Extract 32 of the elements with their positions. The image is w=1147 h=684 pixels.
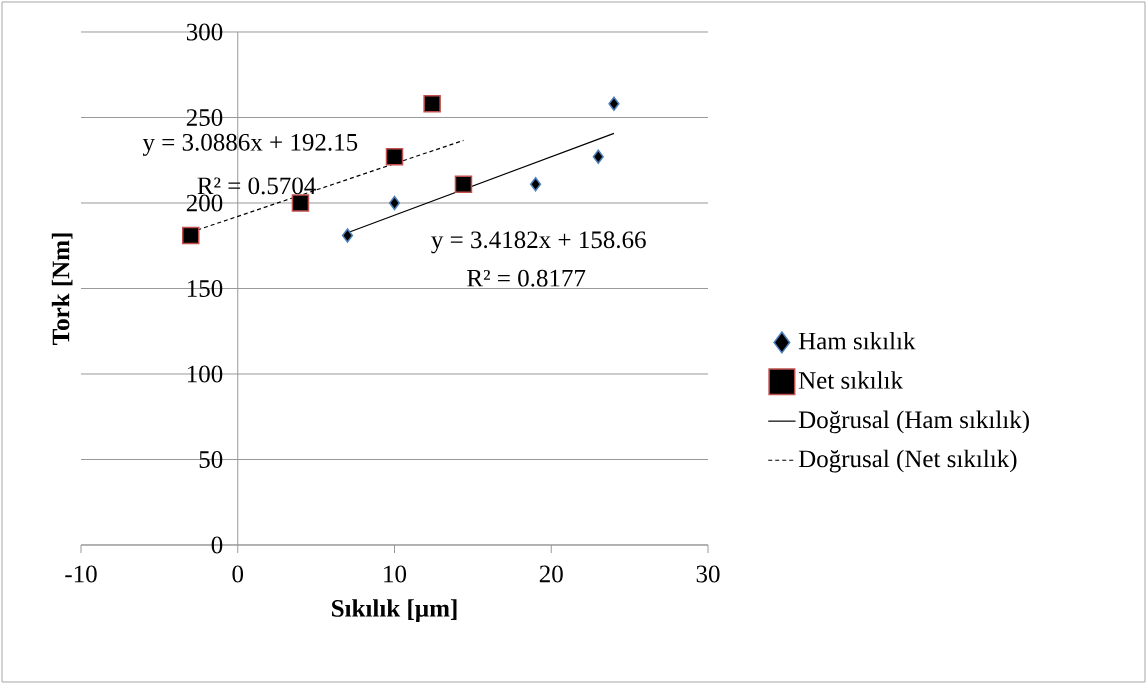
legend-label: Net sıkılık	[798, 371, 903, 389]
x-tick-label: 10	[384, 565, 407, 583]
point	[592, 149, 604, 165]
point	[181, 226, 200, 245]
y-tick-label: 200	[186, 194, 223, 212]
x-tick-label: 20	[539, 565, 563, 583]
y-tick-label: 100	[187, 365, 223, 383]
point	[608, 96, 620, 112]
point	[529, 176, 542, 192]
annotation: y = 3.4182x + 158.66	[431, 231, 646, 254]
legend-label: Doğrusal (Ham sıkılık)	[798, 410, 1029, 434]
y-axis-title: Tork [Nm]	[51, 233, 73, 345]
point	[454, 175, 473, 193]
x-tick-label: 30	[696, 565, 720, 583]
point	[423, 95, 441, 113]
legend-label: Ham sıkılık	[798, 331, 916, 350]
y-tick-label: 50	[199, 451, 223, 468]
x-axis-title: Sıkılık [µm]	[332, 599, 457, 622]
x-tick-label: 0	[232, 565, 244, 583]
point	[388, 195, 401, 211]
y-tick-label: 0	[211, 536, 223, 554]
y-tick-label: 150	[187, 280, 223, 297]
point	[385, 148, 404, 166]
x-tick-label: -10	[65, 565, 97, 583]
annotation: R² = 0.5704	[197, 177, 316, 195]
annotation: y = 3.0886x + 192.15	[142, 133, 358, 156]
point	[291, 194, 310, 212]
legend-label: Doğrusal (Net sıkılık)	[798, 449, 1017, 473]
point	[341, 228, 354, 243]
y-tick-label: 300	[186, 23, 223, 41]
y-tick-label: 250	[186, 109, 223, 126]
annotation: R² = 0.8177	[467, 269, 586, 287]
